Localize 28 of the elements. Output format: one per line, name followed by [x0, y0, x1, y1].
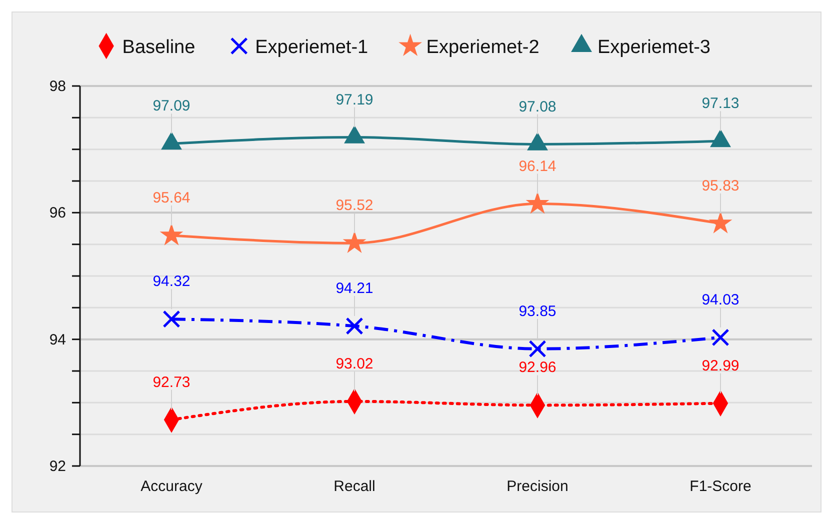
data-label: 97.13 — [702, 95, 740, 112]
x-tick-label: F1-Score — [690, 478, 752, 495]
data-label: 92.99 — [702, 357, 740, 374]
data-label: 94.21 — [336, 280, 374, 298]
data-label: 94.03 — [702, 291, 740, 308]
x-tick-label: Recall — [334, 478, 376, 495]
data-label: 95.64 — [152, 189, 190, 206]
data-label: 93.85 — [518, 302, 556, 320]
data-label: 92.96 — [518, 359, 556, 376]
data-label: 97.19 — [336, 91, 374, 108]
data-label: 97.09 — [152, 98, 190, 115]
legend-label: Experiemet-2 — [426, 37, 540, 58]
legend-label: Baseline — [122, 37, 196, 58]
legend-label: Experiemet-3 — [598, 37, 710, 58]
data-label: 93.02 — [336, 355, 374, 372]
y-tick-label: 96 — [49, 204, 66, 222]
y-tick-label: 98 — [49, 78, 66, 95]
data-label: 95.83 — [702, 177, 740, 194]
x-tick-label: Precision — [506, 478, 568, 495]
y-tick-label: 92 — [49, 458, 66, 475]
legend-label: Experiemet-1 — [255, 37, 368, 58]
data-label: 94.32 — [152, 273, 190, 290]
data-label: 92.73 — [152, 374, 190, 391]
data-label: 95.52 — [336, 197, 374, 214]
data-label: 97.08 — [518, 98, 556, 116]
data-label: 96.14 — [518, 158, 556, 175]
y-tick-label: 94 — [49, 331, 66, 348]
x-tick-label: Accuracy — [140, 478, 203, 495]
